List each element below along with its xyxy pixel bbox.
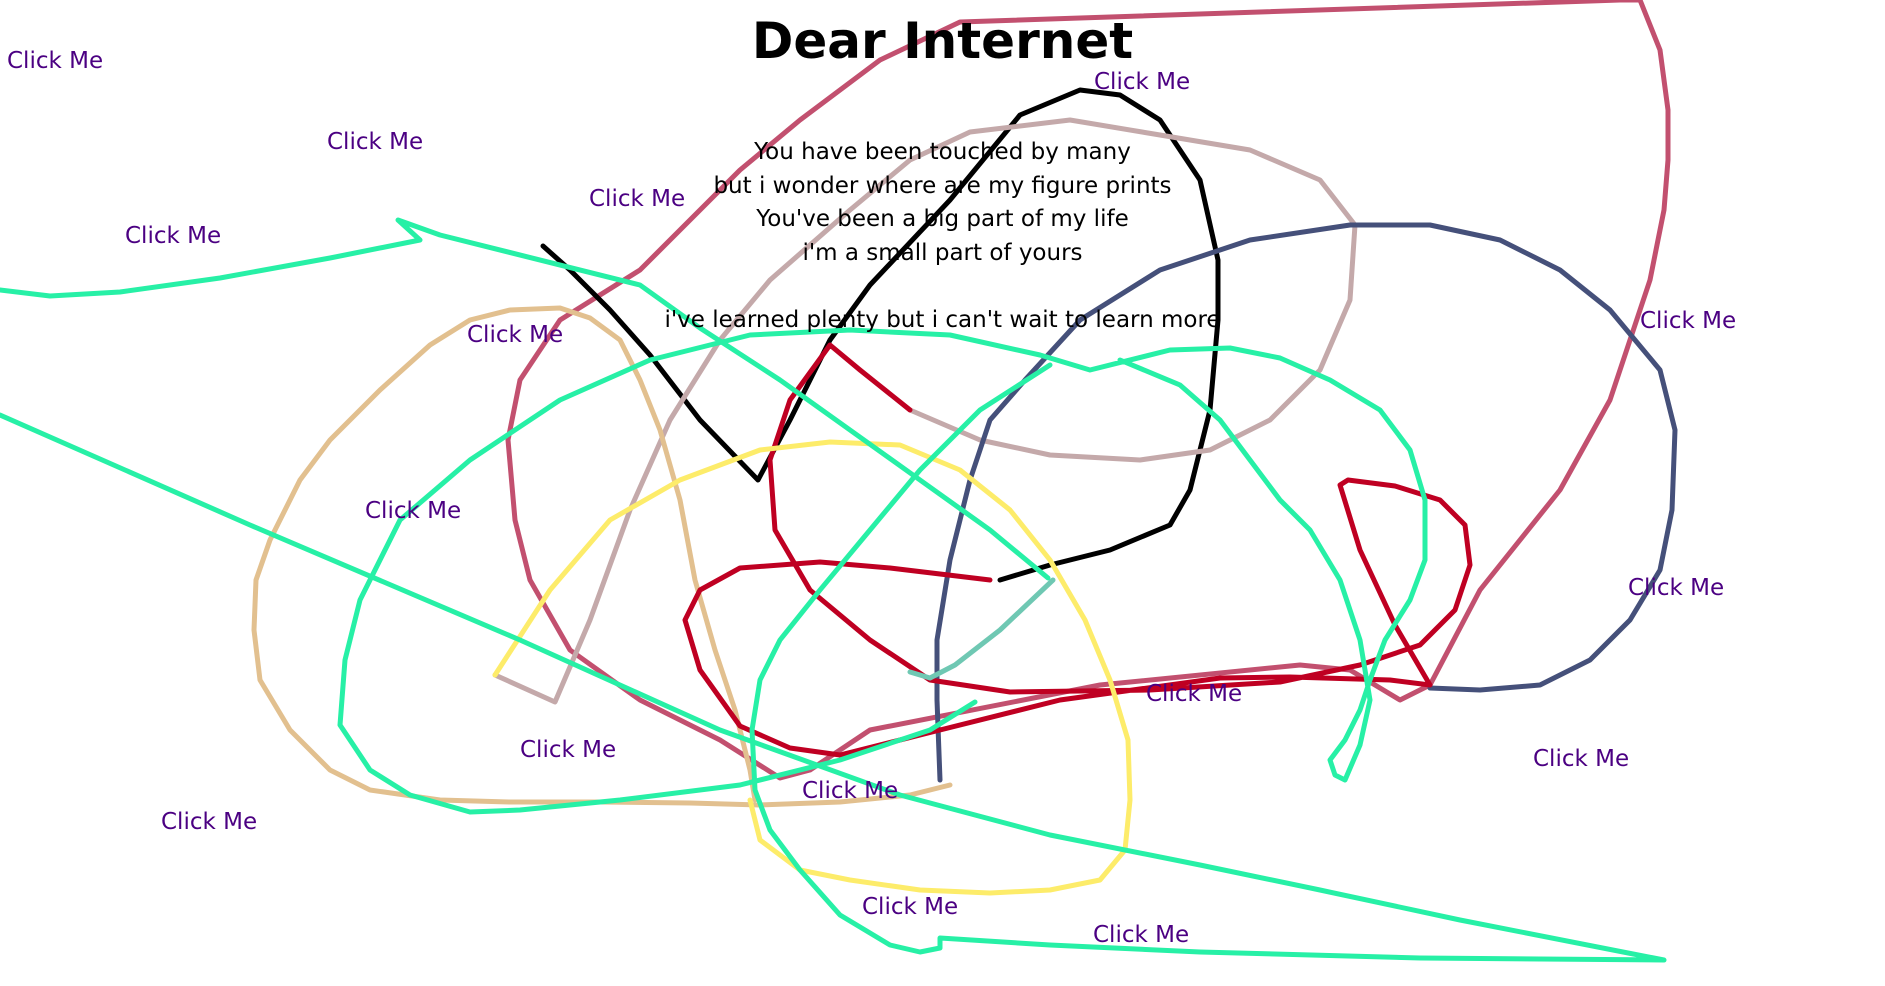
poem-spacer	[0, 270, 1885, 304]
page-title: Dear Internet	[751, 12, 1134, 70]
click-me-link-10[interactable]: Click Me	[1146, 681, 1243, 707]
click-me-link-6[interactable]: Click Me	[467, 322, 564, 348]
scribble-yellow	[492, 439, 1133, 896]
click-me-link-16[interactable]: Click Me	[1093, 922, 1190, 948]
click-me-link-3[interactable]: Click Me	[125, 223, 222, 249]
scribble-aqua-sweep	[0, 362, 1667, 963]
scribble-aqua-loop	[337, 327, 1428, 815]
click-me-link-5[interactable]: Click Me	[1094, 69, 1191, 95]
click-me-link-1[interactable]: Click Me	[7, 48, 104, 74]
click-me-link-13[interactable]: Click Me	[802, 778, 899, 804]
poem-line: i'm a small part of yours	[802, 239, 1083, 266]
click-me-link-2[interactable]: Click Me	[327, 129, 424, 155]
scribble-tan	[251, 305, 953, 808]
click-me-link-4[interactable]: Click Me	[589, 186, 686, 212]
click-me-link-8[interactable]: Click Me	[365, 498, 462, 524]
poem-line: You've been a big part of my life	[756, 206, 1129, 232]
click-me-link-11[interactable]: Click Me	[520, 737, 617, 763]
poem: You have been touched by many but i wond…	[0, 136, 1885, 337]
click-me-link-15[interactable]: Click Me	[862, 894, 959, 920]
poem-line: i've learned plenty but i can't wait to …	[664, 306, 1221, 333]
poem-line: but i wonder where are my figure prints	[713, 172, 1172, 199]
scribble-magenta	[505, 0, 1671, 781]
click-me-link-12[interactable]: Click Me	[1533, 746, 1630, 772]
poem-line: You have been touched by many	[754, 139, 1131, 165]
click-me-link-9[interactable]: Click Me	[1628, 575, 1725, 601]
click-me-link-14[interactable]: Click Me	[161, 809, 258, 835]
scribble-teal	[907, 577, 1056, 681]
click-me-link-7[interactable]: Click Me	[1640, 308, 1737, 334]
scribble-red	[682, 342, 1473, 758]
